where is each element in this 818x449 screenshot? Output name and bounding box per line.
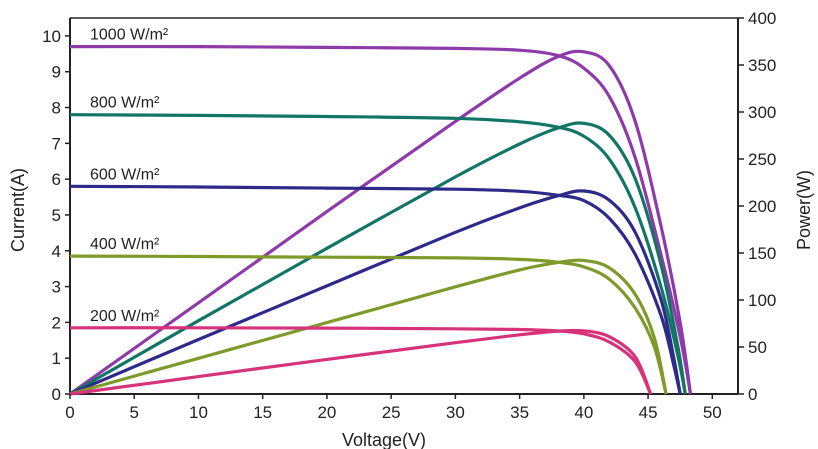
iv-curve-1 xyxy=(69,113,687,395)
pv-curve-3 xyxy=(69,258,668,396)
y-left-tick-label: 2 xyxy=(52,313,61,332)
curve-label-2: 600 W/m² xyxy=(90,166,160,183)
y-right-tick-label: 100 xyxy=(748,291,776,310)
curve-label-1: 800 W/m² xyxy=(90,95,160,112)
y-left-axis-ticks: 0 1 2 3 4 5 6 7 8 9 10 xyxy=(42,27,70,404)
x-tick-label: 50 xyxy=(703,403,722,422)
curves xyxy=(69,44,693,396)
y-left-tick-label: 4 xyxy=(52,242,61,261)
y-right-tick-label: 350 xyxy=(748,56,776,75)
iv-curve-2 xyxy=(69,184,682,395)
x-axis-ticks: 0 5 10 15 20 25 30 35 40 45 50 xyxy=(65,394,722,422)
x-tick-label: 15 xyxy=(253,403,272,422)
x-tick-label: 30 xyxy=(446,403,465,422)
y-left-tick-label: 8 xyxy=(52,99,61,118)
y-right-tick-label: 200 xyxy=(748,197,776,216)
x-tick-label: 45 xyxy=(639,403,658,422)
curve-labels: 1000 W/m² 800 W/m² 600 W/m² 400 W/m² 200 W/m… xyxy=(90,27,169,325)
pv-curve-4 xyxy=(69,328,653,396)
x-tick-label: 35 xyxy=(510,403,529,422)
y-right-tick-label: 300 xyxy=(748,103,776,122)
y-left-tick-label: 7 xyxy=(52,134,61,153)
y-right-tick-label: 150 xyxy=(748,244,776,263)
y-left-tick-label: 0 xyxy=(52,385,61,404)
y-left-tick-label: 6 xyxy=(52,170,61,189)
x-axis-title: Voltage(V) xyxy=(342,430,426,449)
x-tick-label: 10 xyxy=(189,403,208,422)
iv-curve-0 xyxy=(69,44,693,395)
y-left-axis-title: Current(A) xyxy=(8,168,28,252)
x-tick-label: 40 xyxy=(574,403,593,422)
curve-label-0: 1000 W/m² xyxy=(90,27,169,44)
x-tick-label: 20 xyxy=(317,403,336,422)
y-left-tick-label: 1 xyxy=(52,349,61,368)
iv-curve-3 xyxy=(69,254,668,395)
x-tick-label: 25 xyxy=(382,403,401,422)
x-tick-label: 0 xyxy=(65,403,74,422)
y-left-tick-label: 3 xyxy=(52,278,61,297)
x-tick-label: 5 xyxy=(129,403,138,422)
y-left-tick-label: 10 xyxy=(42,27,61,46)
y-right-tick-label: 400 xyxy=(748,9,776,28)
y-left-tick-label: 9 xyxy=(52,63,61,82)
iv-curve-4 xyxy=(69,326,653,395)
y-right-axis-ticks: 0 50 100 150 200 250 300 350 400 xyxy=(738,9,776,404)
y-right-axis-title: Power(W) xyxy=(794,170,814,250)
curve-label-3: 400 W/m² xyxy=(90,236,160,253)
y-right-tick-label: 0 xyxy=(748,385,757,404)
y-right-tick-label: 50 xyxy=(748,338,767,357)
y-right-tick-label: 250 xyxy=(748,150,776,169)
curve-label-4: 200 W/m² xyxy=(90,308,160,325)
y-left-tick-label: 5 xyxy=(52,206,61,225)
